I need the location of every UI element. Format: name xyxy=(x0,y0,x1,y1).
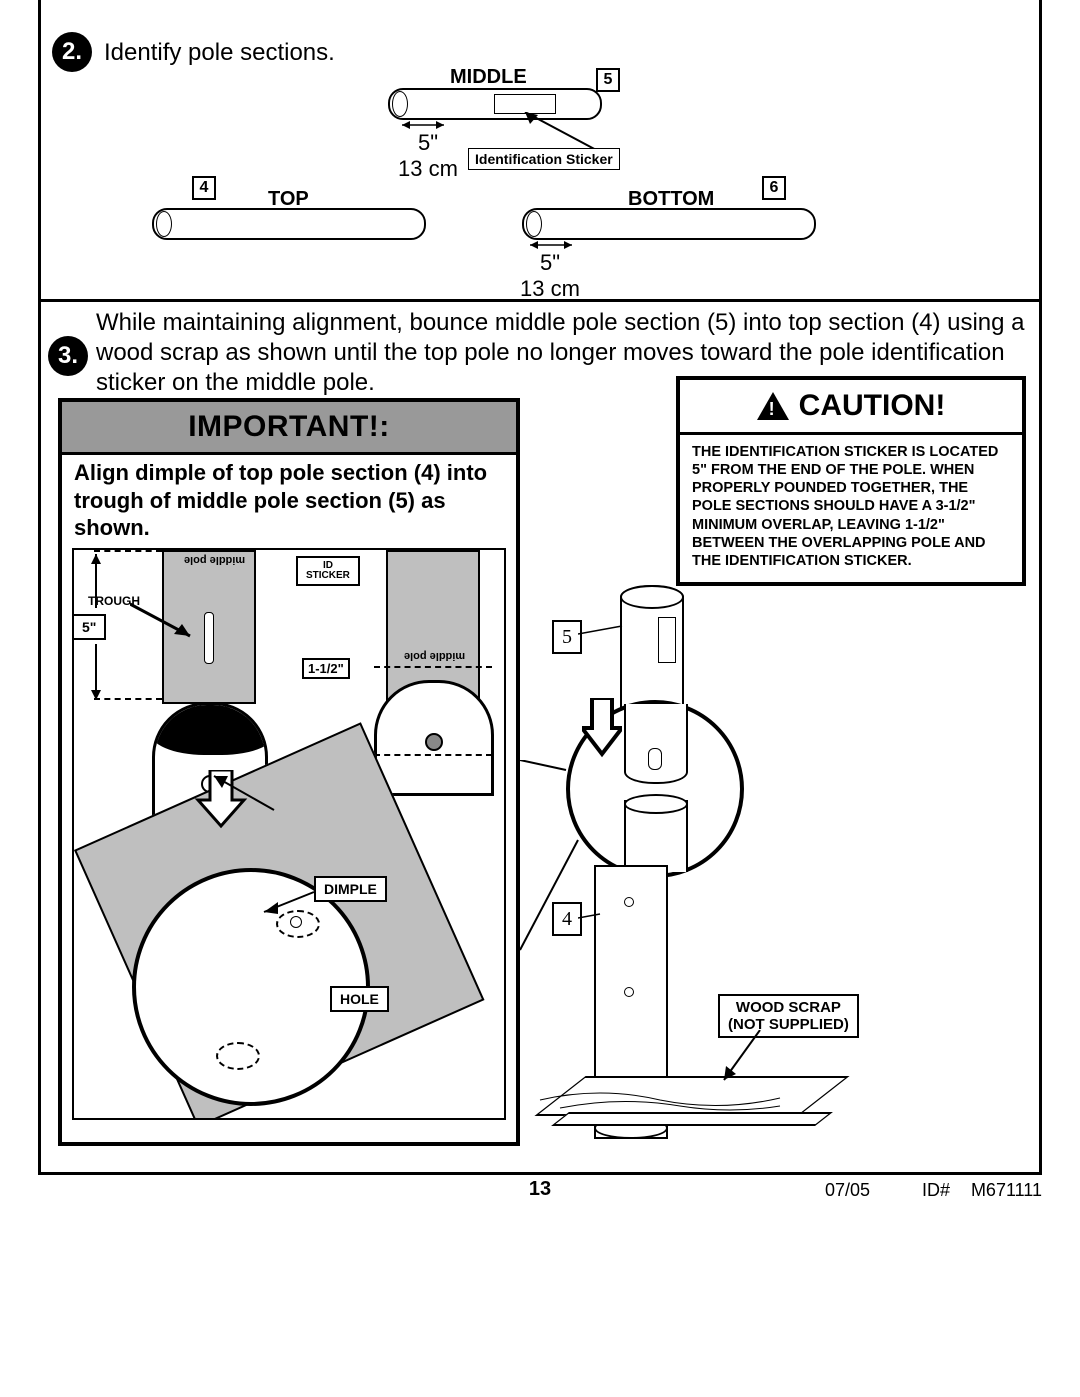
dot-2 xyxy=(624,987,634,997)
trough-arrow xyxy=(130,596,210,646)
instruction-page: 2. Identify pole sections. MIDDLE 5 Iden… xyxy=(0,0,1080,1397)
step-2-text: Identify pole sections. xyxy=(104,38,1004,68)
joint-lower-ellipse xyxy=(624,794,688,814)
caution-header: CAUTION! xyxy=(680,380,1022,435)
important-panel: IMPORTANT!: Align dimple of top pole sec… xyxy=(58,398,520,1146)
dashed-hole xyxy=(216,1042,260,1070)
pole-end-ellipse xyxy=(156,211,172,237)
joint-trough xyxy=(648,748,662,770)
sticker-rect-5 xyxy=(658,617,676,663)
dash-top xyxy=(94,550,162,552)
wood-grain xyxy=(520,1078,880,1138)
top-pole xyxy=(152,208,426,240)
warning-icon xyxy=(757,392,789,420)
important-diagram: middle pole middle pole 5" xyxy=(72,548,506,1120)
label-middle: MIDDLE xyxy=(450,66,527,89)
page-number: 13 xyxy=(0,1178,1080,1201)
dot-1 xyxy=(624,897,634,907)
part-4-box: 4 xyxy=(192,176,216,200)
part-5-box: 5 xyxy=(596,68,620,92)
footer-id-value: M671111 xyxy=(971,1180,1042,1201)
step-3-number: 3. xyxy=(58,342,78,370)
bottom-pole xyxy=(522,208,816,240)
important-header: IMPORTANT!: xyxy=(62,402,516,455)
caution-body: THE IDENTIFICATION STICKER IS LOCATED 5"… xyxy=(680,435,1022,582)
sticker-rect xyxy=(494,94,556,114)
caution-title: CAUTION! xyxy=(799,389,946,423)
pole-end-ellipse xyxy=(526,211,542,237)
dash-line-2 xyxy=(374,754,492,756)
joint-lower xyxy=(624,800,688,872)
part-6-box: 6 xyxy=(762,176,786,200)
pole-end-cap xyxy=(152,705,268,755)
step-3-bullet: 3. xyxy=(48,336,88,376)
measure-bottom: 5" 13 cm xyxy=(520,250,580,302)
footer-date: 07/05 xyxy=(825,1180,870,1201)
step-2-number: 2. xyxy=(62,38,82,66)
label-middle-pole-rot1: middle pole xyxy=(184,554,245,566)
dimple-pointer xyxy=(184,770,284,830)
pole-5-top-ellipse xyxy=(620,585,684,609)
footer-id-label: ID# xyxy=(922,1180,950,1201)
id-sticker-box: IDSTICKER xyxy=(296,556,360,586)
pole-end-ellipse xyxy=(392,91,408,117)
top-pole-detail-right xyxy=(374,680,494,796)
wood-scrap-leader xyxy=(720,1030,800,1090)
big-down-arrow xyxy=(582,698,622,758)
circle-leader xyxy=(500,760,590,960)
five-inch-arrows xyxy=(86,550,106,710)
dimple-arrow xyxy=(254,888,334,928)
dash-bot xyxy=(94,698,162,700)
step-2-bullet: 2. xyxy=(52,32,92,72)
id-sticker-callout: Identification Sticker xyxy=(468,148,620,170)
one-half-box: 1-1/2" xyxy=(302,658,350,679)
label-middle-pole-rot2: middle pole xyxy=(404,650,465,662)
joint-upper xyxy=(624,704,688,784)
hole-dot xyxy=(425,733,443,751)
leader-5 xyxy=(578,624,638,654)
important-body: Align dimple of top pole section (4) int… xyxy=(62,455,516,548)
measure-middle: 5" 13 cm xyxy=(398,130,458,182)
hole-label: HOLE xyxy=(330,986,389,1012)
caution-panel: CAUTION! THE IDENTIFICATION STICKER IS L… xyxy=(676,376,1026,586)
dash-line-1 xyxy=(374,666,492,668)
